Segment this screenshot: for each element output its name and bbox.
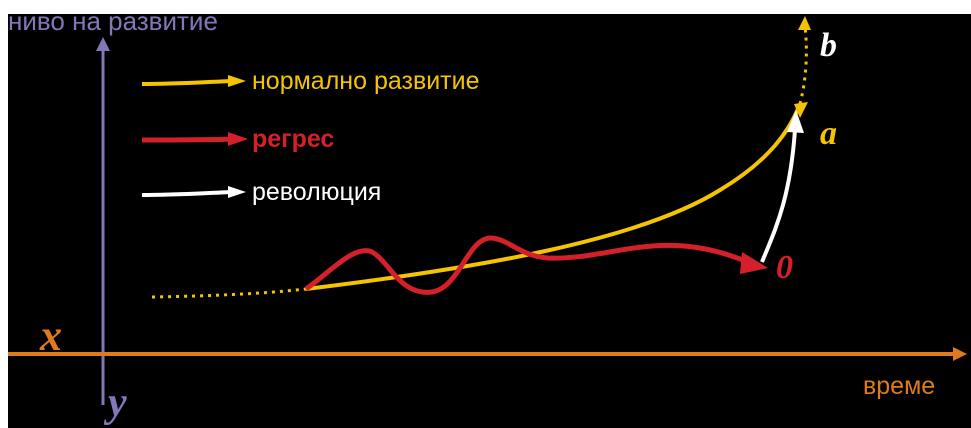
legend-arrow-normal: [141, 75, 246, 87]
point-zero-label: 0: [776, 249, 793, 286]
normal-development-arrowhead: [794, 102, 808, 118]
normal-development-dotted-end: [798, 25, 808, 105]
revolution-curve: [760, 129, 797, 263]
legend-arrow-revolution: [141, 186, 246, 198]
origin-x-label: x: [39, 311, 62, 360]
origin-y-label: y: [103, 380, 127, 426]
normal-development-dotted-start: [151, 287, 307, 299]
legend-arrow-regress: [141, 132, 248, 146]
b-arrowhead: [798, 16, 811, 30]
legend-label-revolution: революция: [252, 178, 381, 206]
x-axis-label: време: [863, 372, 935, 400]
revolution-arrowhead: [787, 110, 804, 133]
regress-arrowhead: [740, 252, 768, 274]
regress-curve: [304, 235, 749, 295]
legend-label-normal: нормално развитие: [252, 67, 480, 95]
point-a-label: a: [820, 115, 837, 152]
y-axis-label: ниво на развитие: [8, 6, 218, 36]
normal-development-curve: [305, 103, 802, 291]
point-b-label: b: [820, 27, 837, 64]
legend-label-regress: регрес: [252, 125, 334, 153]
